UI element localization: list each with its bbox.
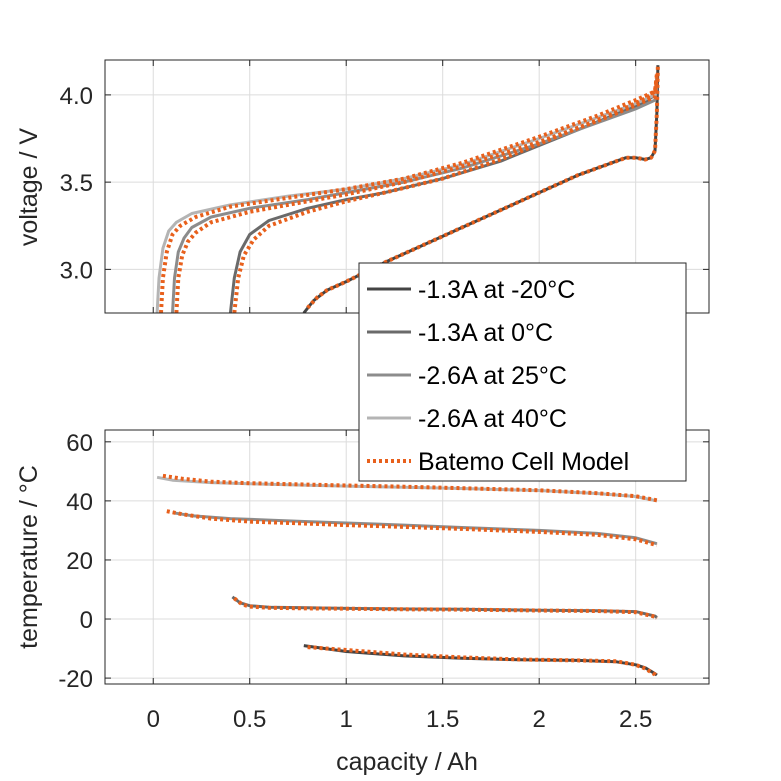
voltage-series-line-4 — [306, 65, 660, 310]
legend-label: -1.3A at 0°C — [418, 319, 553, 347]
voltage-y-tick-label: 4.0 — [60, 83, 93, 110]
voltage-series-line-5 — [232, 73, 659, 313]
legend-label: Batemo Cell Model — [418, 448, 629, 476]
temperature-y-tick-label: 60 — [66, 430, 93, 457]
temperature-series-line-7 — [162, 473, 658, 503]
temperature-series — [156, 473, 659, 678]
temperature-y-tick-label: 20 — [66, 548, 93, 575]
voltage-series — [155, 65, 660, 313]
capacity-x-tick-label: 2 — [533, 706, 546, 733]
voltage-y-tick-label: 3.0 — [60, 257, 93, 284]
temperature-y-tick-label: 0 — [80, 607, 93, 634]
capacity-x-tick-label: 0 — [147, 706, 160, 733]
temperature-y-tick-label: 40 — [66, 489, 93, 516]
legend-label: -2.6A at 25°C — [418, 362, 567, 390]
temperature-series-line-2 — [172, 511, 658, 546]
voltage-axis-label: voltage / V — [15, 128, 43, 246]
legend-label: -1.3A at -20°C — [418, 276, 575, 304]
temperature-y-tick-label: -20 — [58, 666, 93, 693]
capacity-x-tick-label: 2.5 — [619, 706, 652, 733]
capacity-x-tick-label: 0.5 — [233, 706, 266, 733]
legend-entries: -1.3A at -20°C -1.3A at 0°C -2.6A at 25°C -… — [367, 276, 629, 476]
legend-label: -2.6A at 40°C — [418, 405, 567, 433]
capacity-x-tick-label: 1.5 — [426, 706, 459, 733]
voltage-series-line-6 — [174, 80, 659, 313]
legend: -1.3A at -20°C -1.3A at 0°C -2.6A at 25°C -… — [358, 262, 687, 482]
temperature-axis-label: temperature / °C — [15, 465, 43, 649]
voltage-y-tick-label: 3.5 — [60, 170, 93, 197]
capacity-axis-label: capacity / Ah — [336, 748, 478, 776]
capacity-x-tick-label: 1 — [340, 706, 353, 733]
temperature-y-ticks: -20 0 20 40 60 — [58, 430, 709, 693]
voltage-y-ticks: 3.0 3.5 4.0 — [60, 60, 709, 313]
temperature-series-line-5 — [233, 596, 659, 620]
temperature-series-line-4 — [307, 645, 659, 678]
